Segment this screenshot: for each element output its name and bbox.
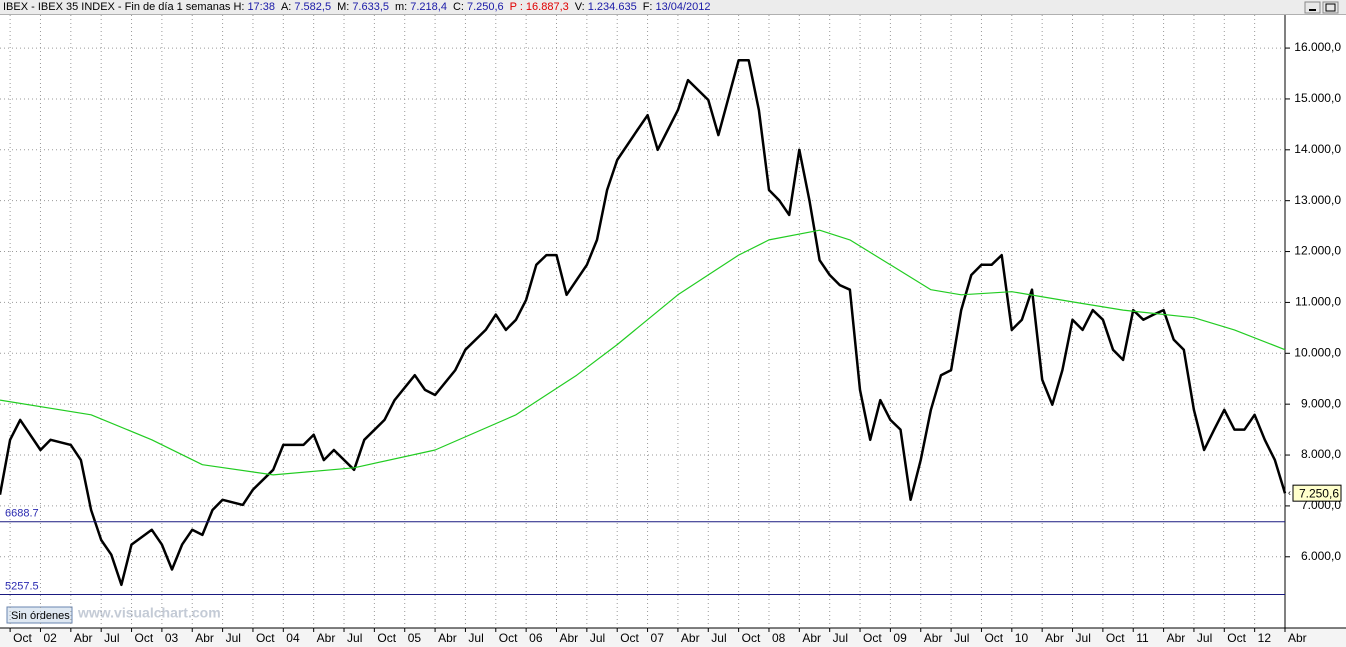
header-field-label: H: [233,1,245,13]
header-field-value: 7.633,5 [352,1,390,13]
header-field-label: m: [395,1,408,13]
x-tick-label: Oct [135,631,154,645]
x-tick-label: Jul [711,631,726,645]
last-price-arrow: ‹ [1288,488,1291,498]
x-tick-label: Jul [590,631,605,645]
x-tick-label: 02 [43,631,57,645]
y-tick-label: 14.000,0 [1294,142,1341,156]
last-price-label: 7.250,6 [1299,486,1339,500]
x-tick-label: 04 [286,631,300,645]
x-tick-label: Oct [256,631,275,645]
x-tick-label: Oct [984,631,1003,645]
x-tick-label: Jul [833,631,848,645]
x-tick-label: Abr [1045,631,1064,645]
y-tick-label: 8.000,0 [1301,447,1341,461]
x-tick-label: Jul [1076,631,1091,645]
y-axis-area [1285,15,1346,628]
maximize-icon [1325,3,1336,12]
x-tick-label: 12 [1258,631,1272,645]
header-field-value: 16.887,3 [525,1,569,13]
header-field-value: 7.218,4 [410,1,447,13]
x-tick-label: Abr [195,631,214,645]
x-tick-label: Oct [742,631,761,645]
x-tick-label: Abr [1288,631,1307,645]
x-tick-label: Jul [1197,631,1212,645]
window-controls [1304,1,1339,14]
y-tick-label: 16.000,0 [1294,40,1341,54]
plot-area [0,15,1285,628]
y-tick-label: 12.000,0 [1294,244,1341,258]
header-field-value: 13/04/2012 [655,1,711,13]
x-tick-label: Oct [499,631,518,645]
maximize-button[interactable] [1322,1,1339,14]
y-tick-label: 10.000,0 [1294,345,1341,359]
x-tick-label: Oct [13,631,32,645]
x-tick-label: 07 [651,631,665,645]
x-tick-label: Abr [802,631,821,645]
x-tick-label: Abr [317,631,336,645]
x-tick-label: Jul [104,631,119,645]
y-tick-label: 9.000,0 [1301,396,1341,410]
x-tick-label: Abr [559,631,578,645]
x-tick-label: Jul [226,631,241,645]
header-field-value: 17:38 [247,1,275,13]
y-tick-label: 11.000,0 [1295,295,1341,309]
x-tick-label: Jul [347,631,362,645]
x-tick-label: 09 [893,631,907,645]
x-tick-label: Oct [377,631,396,645]
header-field-value: 1.234.635 [587,1,637,13]
x-tick-label: 05 [408,631,422,645]
last-price-tag [1292,484,1342,502]
level-label: 5257.5 [5,580,39,592]
minimize-button[interactable] [1304,1,1321,14]
price-line [0,59,1287,587]
x-tick-label: 06 [529,631,543,645]
header-title: IBEX - IBEX 35 INDEX - Fin de día 1 sema… [3,1,231,13]
watermark: www.visualchart.com [77,605,221,621]
header-field-label: C: [452,1,464,13]
header-field-label: V: [574,1,585,13]
header-field-value: 7.250,6 [466,1,504,13]
x-tick-label: Jul [954,631,969,645]
header-field-label: M: [337,1,350,13]
header-bar: IBEX - IBEX 35 INDEX - Fin de día 1 sema… [0,0,1346,15]
x-tick-label: Oct [1106,631,1125,645]
header-field-label: A: [280,1,292,13]
x-tick-label: Oct [620,631,639,645]
y-tick-label: 6.000,0 [1301,549,1341,563]
x-tick-label: Jul [468,631,483,645]
x-tick-label: Abr [924,631,943,645]
x-tick-label: 08 [772,631,786,645]
x-axis-area [0,628,1346,647]
x-tick-label: Oct [863,631,882,645]
x-tick-label: 11 [1136,631,1149,645]
x-tick-label: Abr [1167,631,1186,645]
y-tick-label: 15.000,0 [1294,91,1341,105]
x-tick-label: 10 [1015,631,1029,645]
orders-button[interactable] [6,606,73,624]
moving-average-line [0,229,1286,476]
header-field-label: F: [642,1,653,13]
header-field-label: P : [509,1,523,13]
x-tick-label: Abr [438,631,457,645]
y-tick-label: 13.000,0 [1294,193,1341,207]
x-tick-label: Abr [74,631,93,645]
x-tick-label: Oct [1227,631,1246,645]
level-label: 6688.7 [5,508,39,520]
series-layer [0,59,1287,587]
x-tick-label: 03 [165,631,179,645]
header-field-value: 7.582,5 [294,1,332,13]
x-tick-label: Abr [681,631,700,645]
